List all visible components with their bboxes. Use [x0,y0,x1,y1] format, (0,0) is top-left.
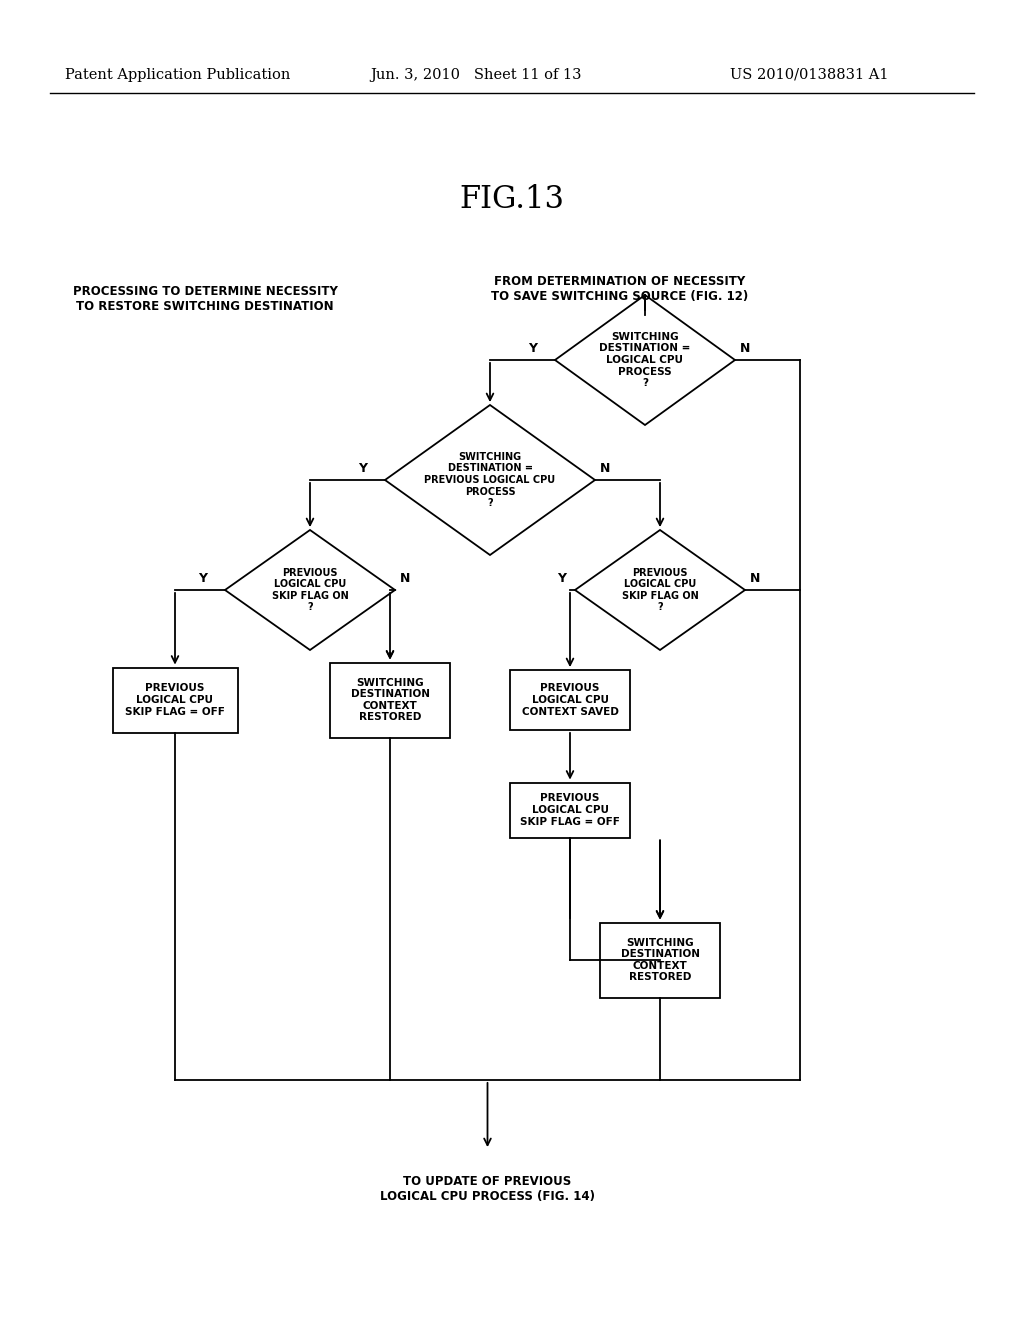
Text: FROM DETERMINATION OF NECESSITY
TO SAVE SWITCHING SOURCE (FIG. 12): FROM DETERMINATION OF NECESSITY TO SAVE … [492,275,749,304]
Text: PREVIOUS
LOGICAL CPU
CONTEXT SAVED: PREVIOUS LOGICAL CPU CONTEXT SAVED [521,684,618,717]
Bar [113,668,238,733]
Text: Y: Y [198,572,207,585]
Text: FIG.13: FIG.13 [460,185,564,215]
Text: Y: Y [557,572,566,585]
Bar [600,923,720,998]
Bar [330,663,450,738]
Text: N: N [600,462,610,475]
Text: Patent Application Publication: Patent Application Publication [65,69,291,82]
Text: SWITCHING
DESTINATION
CONTEXT
RESTORED: SWITCHING DESTINATION CONTEXT RESTORED [621,937,699,982]
Text: N: N [400,572,411,585]
Bar [510,671,630,730]
Text: Y: Y [358,462,367,475]
Text: PROCESSING TO DETERMINE NECESSITY
TO RESTORE SWITCHING DESTINATION: PROCESSING TO DETERMINE NECESSITY TO RES… [73,285,338,313]
Text: N: N [750,572,761,585]
Text: PREVIOUS
LOGICAL CPU
SKIP FLAG ON
?: PREVIOUS LOGICAL CPU SKIP FLAG ON ? [622,568,698,612]
Text: SWITCHING
DESTINATION =
PREVIOUS LOGICAL CPU
PROCESS
?: SWITCHING DESTINATION = PREVIOUS LOGICAL… [424,451,556,508]
Text: Jun. 3, 2010   Sheet 11 of 13: Jun. 3, 2010 Sheet 11 of 13 [370,69,582,82]
Text: PREVIOUS
LOGICAL CPU
SKIP FLAG ON
?: PREVIOUS LOGICAL CPU SKIP FLAG ON ? [271,568,348,612]
Text: Y: Y [528,342,537,355]
Text: TO UPDATE OF PREVIOUS
LOGICAL CPU PROCESS (FIG. 14): TO UPDATE OF PREVIOUS LOGICAL CPU PROCES… [380,1175,595,1203]
Bar [510,783,630,837]
Text: N: N [740,342,751,355]
Text: SWITCHING
DESTINATION =
LOGICAL CPU
PROCESS
?: SWITCHING DESTINATION = LOGICAL CPU PROC… [599,331,690,388]
Text: US 2010/0138831 A1: US 2010/0138831 A1 [730,69,889,82]
Text: PREVIOUS
LOGICAL CPU
SKIP FLAG = OFF: PREVIOUS LOGICAL CPU SKIP FLAG = OFF [520,793,620,826]
Text: PREVIOUS
LOGICAL CPU
SKIP FLAG = OFF: PREVIOUS LOGICAL CPU SKIP FLAG = OFF [125,684,225,717]
Text: SWITCHING
DESTINATION
CONTEXT
RESTORED: SWITCHING DESTINATION CONTEXT RESTORED [350,677,429,722]
